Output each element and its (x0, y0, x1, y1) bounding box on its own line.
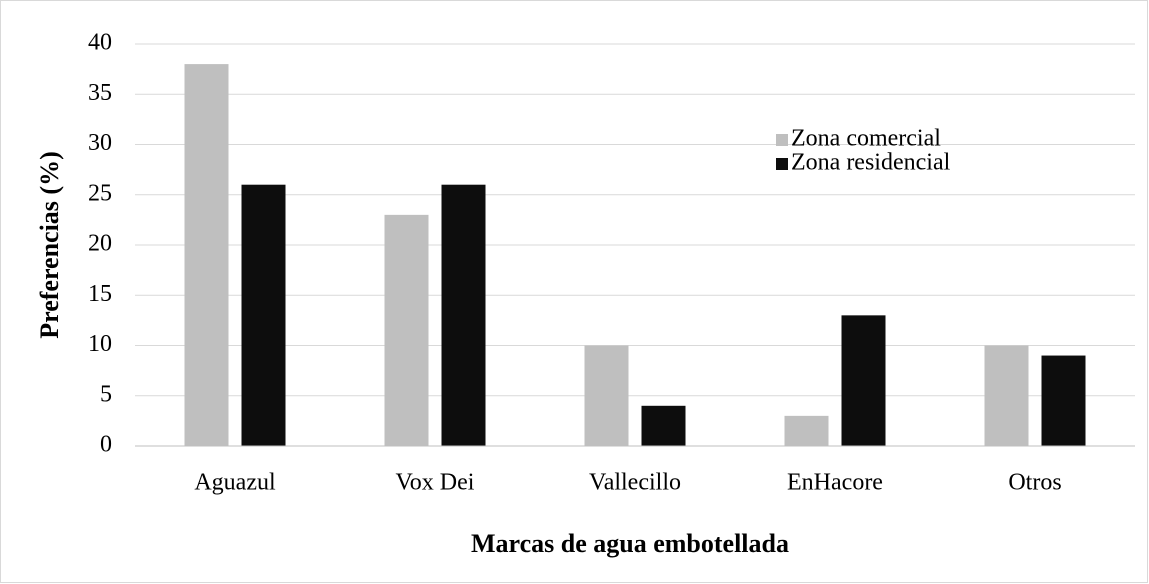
bar (641, 405, 686, 446)
legend-label: Zona comercial (791, 126, 941, 152)
x-tick-label: Vox Dei (396, 470, 475, 496)
bar (184, 64, 229, 446)
y-tick-label: 5 (100, 381, 112, 407)
x-tick-label: EnHacore (787, 470, 883, 496)
x-axis-title: Marcas de agua embotellada (471, 529, 789, 558)
bar (841, 315, 886, 446)
x-tick-label: Aguazul (194, 470, 276, 496)
bar (441, 184, 486, 446)
y-tick-label: 35 (88, 80, 112, 106)
x-tick-label: Vallecillo (589, 470, 681, 496)
y-tick-label: 40 (88, 30, 112, 56)
bar (584, 345, 629, 446)
bar (784, 415, 829, 446)
y-axis-title: Preferencias (%) (35, 151, 64, 338)
y-tick-label: 0 (100, 432, 112, 458)
x-tick-label: Otros (1008, 470, 1061, 496)
y-tick-label: 15 (88, 281, 112, 307)
legend-swatch (776, 158, 788, 170)
legend-swatch (776, 134, 788, 146)
y-tick-label: 30 (88, 130, 112, 156)
bar (984, 345, 1029, 446)
bar (241, 184, 286, 446)
legend-label: Zona residencial (791, 150, 951, 176)
bar (384, 214, 429, 446)
y-tick-label: 10 (88, 331, 112, 357)
bar (1041, 355, 1086, 446)
y-tick-label: 20 (88, 231, 112, 257)
y-tick-label: 25 (88, 180, 112, 206)
